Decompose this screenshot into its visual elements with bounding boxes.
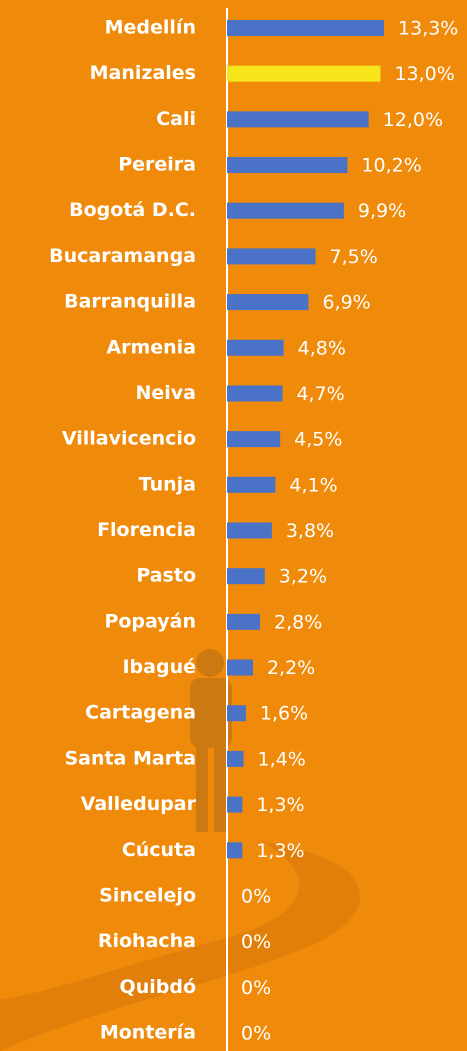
background-road	[0, 840, 360, 1051]
category-label: Popayán	[104, 610, 196, 632]
bar	[227, 339, 284, 356]
category-label: Neiva	[135, 382, 196, 404]
value-label: 1,3%	[256, 794, 304, 816]
bar	[227, 202, 344, 219]
value-label: 12,0%	[383, 109, 443, 131]
value-label: 6,9%	[322, 292, 370, 314]
value-label: 1,3%	[256, 840, 304, 862]
bar	[227, 248, 316, 265]
value-label: 1,4%	[258, 748, 306, 770]
value-label: 3,2%	[279, 566, 327, 588]
value-label: 4,7%	[296, 383, 344, 405]
value-label: 4,1%	[289, 474, 337, 496]
value-label: 13,0%	[394, 63, 454, 85]
bar	[227, 705, 246, 722]
bar	[227, 659, 253, 676]
category-label: Santa Marta	[64, 747, 196, 769]
category-label: Medellín	[105, 17, 196, 39]
bar	[227, 20, 384, 36]
value-label: 2,2%	[267, 657, 315, 679]
bar	[227, 796, 243, 813]
category-label: Montería	[100, 1022, 196, 1044]
bar	[227, 294, 309, 311]
value-label: 4,5%	[294, 429, 342, 451]
category-label: Riohacha	[98, 930, 196, 952]
value-label: 7,5%	[330, 246, 378, 268]
category-label: Bogotá D.C.	[69, 199, 196, 221]
bar	[227, 65, 381, 82]
bar	[227, 111, 369, 128]
value-label: 0%	[241, 1023, 271, 1045]
value-label: 4,8%	[298, 337, 346, 359]
bar	[227, 431, 281, 448]
category-label: Cartagena	[85, 702, 196, 724]
bar	[227, 522, 272, 539]
category-label: Ibagué	[122, 656, 196, 678]
bar	[227, 157, 348, 174]
value-label: 0%	[241, 885, 271, 907]
bar	[227, 568, 265, 585]
category-label: Quibdó	[120, 976, 196, 998]
category-label: Cúcuta	[122, 839, 196, 861]
value-label: 0%	[241, 977, 271, 999]
bar	[227, 476, 276, 493]
category-label: Sincelejo	[99, 884, 196, 906]
category-label: Pereira	[118, 154, 196, 176]
category-label: Tunja	[139, 473, 196, 495]
background-figure	[190, 649, 232, 832]
bar	[227, 385, 283, 402]
value-label: 1,6%	[260, 703, 308, 725]
category-label: Valledupar	[81, 793, 197, 815]
bar	[227, 613, 261, 630]
category-label: Barranquilla	[64, 291, 196, 313]
value-label: 3,8%	[286, 520, 334, 542]
category-label: Armenia	[106, 336, 196, 358]
value-label: 13,3%	[398, 18, 458, 40]
value-label: 0%	[241, 931, 271, 953]
value-label: 9,9%	[358, 200, 406, 222]
value-label: 2,8%	[274, 611, 322, 633]
bar	[227, 842, 243, 859]
bar	[227, 750, 244, 767]
category-label: Bucaramanga	[49, 245, 196, 267]
category-label: Villavicencio	[62, 428, 196, 450]
category-label: Florencia	[97, 519, 196, 541]
value-label: 10,2%	[361, 155, 421, 177]
category-label: Manizales	[90, 62, 196, 84]
category-label: Cali	[156, 108, 196, 130]
category-label: Pasto	[136, 565, 196, 587]
